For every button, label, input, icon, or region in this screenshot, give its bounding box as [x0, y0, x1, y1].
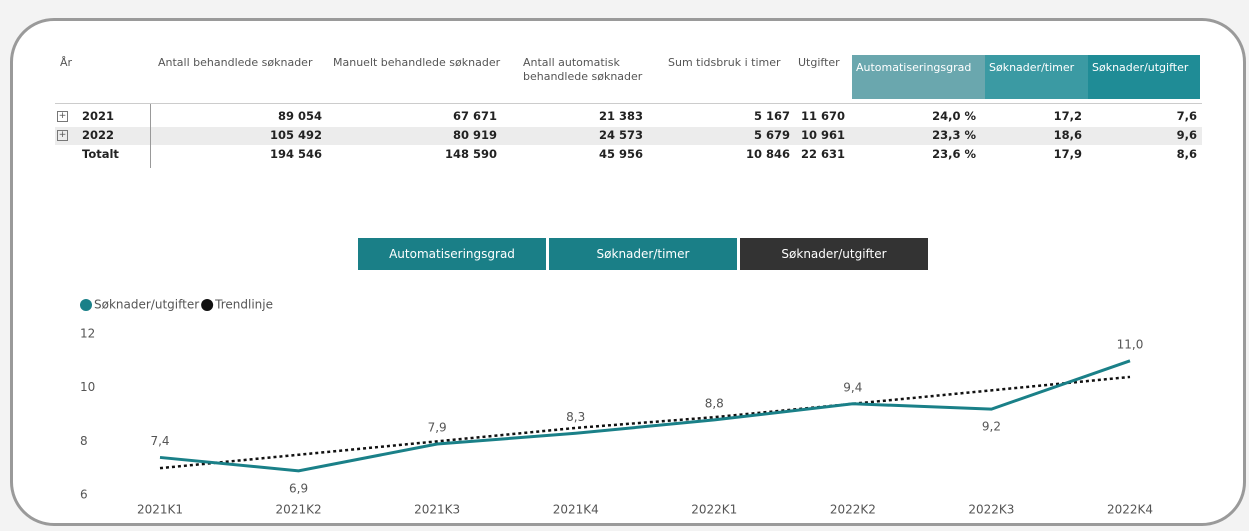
data-label: 7,4	[150, 434, 169, 448]
table-cell: 21 383	[598, 109, 643, 123]
column-header: Utgifter	[798, 56, 840, 69]
table-cell: 7,6	[1176, 109, 1197, 123]
legend-label: Søknader/utgifter	[94, 298, 199, 312]
toggle-button[interactable]: Søknader/utgifter	[740, 238, 928, 270]
column-header: Manuelt behandlede søknader	[333, 56, 501, 69]
table-cell: 23,6 %	[932, 147, 976, 161]
table-cell: 148 590	[444, 147, 497, 161]
column-header: Søknader/utgifter	[1088, 55, 1200, 99]
expand-icon[interactable]: +	[57, 130, 68, 141]
x-tick-label: 2022K2	[830, 503, 876, 517]
row-label: 2021	[82, 109, 115, 123]
table-cell: 105 492	[269, 128, 322, 142]
table-cell: 17,2	[1053, 109, 1082, 123]
column-divider	[150, 104, 151, 168]
column-header: Antall behandlede søknader	[158, 56, 313, 69]
row-label: 2022	[82, 128, 115, 142]
data-label: 9,2	[982, 420, 1001, 434]
table-cell: 89 054	[277, 109, 322, 123]
table-cell: 23,3 %	[932, 128, 976, 142]
x-tick-label: 2022K3	[968, 503, 1014, 517]
column-header: Automatiseringsgrad	[852, 55, 985, 99]
column-header: Antall automatisk behandlede søknader	[523, 56, 643, 83]
header-rule	[55, 103, 1202, 104]
legend-label: Trendlinje	[214, 298, 273, 312]
table-cell: 24 573	[598, 128, 643, 142]
column-header: År	[60, 56, 73, 69]
table-cell: 24,0 %	[932, 109, 976, 123]
x-tick-label: 2022K4	[1107, 503, 1153, 517]
toggle-button[interactable]: Automatiseringsgrad	[358, 238, 546, 270]
column-header: Søknader/timer	[985, 55, 1088, 99]
y-tick-label: 12	[80, 327, 95, 341]
table-cell: 17,9	[1053, 147, 1082, 161]
data-label: 11,0	[1117, 337, 1144, 351]
table-cell: 194 546	[269, 147, 322, 161]
x-tick-label: 2021K4	[553, 503, 599, 517]
y-tick-label: 8	[80, 434, 88, 448]
data-line	[159, 359, 1131, 473]
table-cell: 22 631	[800, 147, 845, 161]
table-cell: 10 961	[800, 128, 845, 142]
y-tick-label: 10	[80, 380, 95, 394]
data-label: 6,9	[289, 481, 308, 495]
table-cell: 18,6	[1053, 128, 1082, 142]
table-cell: 11 670	[800, 109, 845, 123]
data-label: 9,4	[843, 380, 862, 394]
legend-swatch	[80, 299, 92, 311]
table-cell: 9,6	[1176, 128, 1197, 142]
data-label: 8,8	[705, 396, 724, 410]
x-tick-label: 2021K2	[276, 503, 322, 517]
table-cell: 5 167	[753, 109, 790, 123]
legend-swatch	[201, 299, 214, 311]
table-cell: 10 846	[745, 147, 790, 161]
x-tick-label: 2021K1	[137, 503, 183, 517]
card	[10, 18, 1246, 526]
x-tick-label: 2022K1	[691, 503, 737, 517]
y-tick-label: 6	[80, 488, 88, 502]
table-cell: 8,6	[1176, 147, 1197, 161]
column-header: Sum tidsbruk i timer	[668, 56, 781, 69]
expand-icon[interactable]: +	[57, 111, 68, 122]
toggle-button[interactable]: Søknader/timer	[549, 238, 737, 270]
data-label: 8,3	[566, 410, 585, 424]
table-cell: 45 956	[598, 147, 643, 161]
data-label: 7,9	[428, 421, 447, 435]
x-tick-label: 2021K3	[414, 503, 460, 517]
table-cell: 5 679	[753, 128, 790, 142]
table-cell: 67 671	[452, 109, 497, 123]
table-cell: 80 919	[452, 128, 497, 142]
row-background	[55, 127, 1202, 145]
trend-line	[159, 375, 1131, 470]
row-label: Totalt	[82, 147, 119, 161]
